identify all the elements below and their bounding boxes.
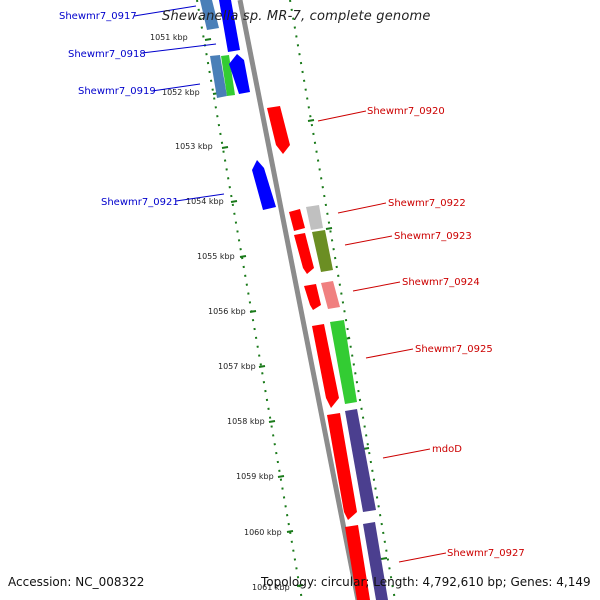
left-connectors xyxy=(133,5,225,202)
scale-tick xyxy=(380,557,388,560)
gene-label-left[interactable]: Shewmr7_0917 xyxy=(59,11,137,22)
gene-label-right[interactable]: Shewmr7_0920 xyxy=(367,106,445,117)
scale-label: 1061 kbp xyxy=(252,583,290,592)
gene-arrow-0919b[interactable] xyxy=(221,55,235,96)
scale-tick xyxy=(204,38,212,41)
gene-arrow-0919a[interactable] xyxy=(210,55,227,98)
page-title: Shewanella sp. MR-7, complete genome xyxy=(162,9,431,24)
gene-arrow-0924b[interactable] xyxy=(321,281,340,309)
scale-tick xyxy=(286,530,294,533)
right-connectors xyxy=(317,110,447,563)
gene-label-left[interactable]: Shewmr7_0918 xyxy=(68,49,146,60)
gene-arrow-0923b[interactable] xyxy=(312,230,333,272)
scale-tick xyxy=(230,200,238,203)
scale-label: 1055 kbp xyxy=(197,252,235,261)
connector-line xyxy=(398,552,447,563)
scale-label: 1059 kbp xyxy=(236,472,274,481)
gene-features-inner xyxy=(200,0,276,210)
gene-arrow-0917[interactable] xyxy=(200,0,219,30)
gene-arrow-0920[interactable] xyxy=(267,106,290,154)
scale-tick xyxy=(296,584,304,587)
connector-line xyxy=(337,202,387,214)
accession-text: Accession: NC_008322 xyxy=(8,575,145,589)
connector-line xyxy=(133,5,197,17)
gene-arrow-0927a[interactable] xyxy=(345,525,370,600)
scale-tick xyxy=(307,119,315,122)
scale-label: 1054 kbp xyxy=(186,197,224,206)
scale-label: 1051 kbp xyxy=(150,33,188,42)
gene-arrow-0925a[interactable] xyxy=(312,324,339,408)
scale-tick xyxy=(258,365,266,368)
scale-tick xyxy=(277,475,285,478)
scale-tick xyxy=(239,255,247,258)
gene-label-right[interactable]: Shewmr7_0923 xyxy=(394,231,472,242)
scale-labels: 1051 kbp 1052 kbp 1053 kbp 1054 kbp 1055… xyxy=(150,33,290,592)
connector-line xyxy=(141,43,217,54)
connector-line xyxy=(151,83,201,92)
scale-tick xyxy=(249,310,257,313)
gene-arrow-0921[interactable] xyxy=(252,160,276,210)
connector-line xyxy=(382,448,431,459)
gene-arrow-0925b[interactable] xyxy=(330,320,357,404)
gene-label-right[interactable]: Shewmr7_0924 xyxy=(402,277,480,288)
gene-label-left[interactable]: Shewmr7_0921 xyxy=(101,197,179,208)
scale-ticks xyxy=(204,38,388,587)
gene-arrow-0923a[interactable] xyxy=(294,233,314,274)
gene-arrow-0919c[interactable] xyxy=(229,54,250,94)
connector-line xyxy=(344,235,393,246)
gene-arrow-0927b[interactable] xyxy=(363,522,388,600)
scale-label: 1057 kbp xyxy=(218,362,256,371)
gene-arrow-mdoD-a[interactable] xyxy=(327,413,357,520)
genome-summary-text: Topology: circular; Length: 4,792,610 bp… xyxy=(261,575,591,589)
gene-arrow-0918[interactable] xyxy=(219,0,240,52)
scale-tick xyxy=(325,227,333,230)
scale-label: 1058 kbp xyxy=(227,417,265,426)
right-gene-labels: Shewmr7_0920 Shewmr7_0922 Shewmr7_0923 S… xyxy=(367,106,525,559)
scale-label: 1060 kbp xyxy=(244,528,282,537)
left-gene-labels: Shewmr7_0917 Shewmr7_0918 Shewmr7_0919 S… xyxy=(59,11,179,208)
gene-features-outer xyxy=(267,106,388,600)
gene-arrow-0922a[interactable] xyxy=(289,209,305,231)
gene-label-right[interactable]: mdoD xyxy=(432,444,462,455)
gene-label-right[interactable]: Shewmr7_0927 xyxy=(447,548,525,559)
connector-line xyxy=(352,281,401,292)
connector-line xyxy=(175,193,225,202)
scale-label: 1056 kbp xyxy=(208,307,246,316)
gene-arrow-0922b[interactable] xyxy=(306,205,323,230)
scale-label: 1053 kbp xyxy=(175,142,213,151)
gene-arrow-mdoD-b[interactable] xyxy=(345,409,376,512)
scale-tick xyxy=(221,146,229,149)
gene-label-left[interactable]: Shewmr7_0919 xyxy=(78,86,156,97)
connector-line xyxy=(365,348,414,359)
scale-tick xyxy=(268,420,276,423)
connector-line xyxy=(317,110,367,122)
gene-label-right[interactable]: Shewmr7_0925 xyxy=(415,344,493,355)
gene-arrow-0924a[interactable] xyxy=(304,284,321,310)
genome-backbone xyxy=(237,0,361,600)
scale-label: 1052 kbp xyxy=(162,88,200,97)
gene-label-right[interactable]: Shewmr7_0922 xyxy=(388,198,466,209)
